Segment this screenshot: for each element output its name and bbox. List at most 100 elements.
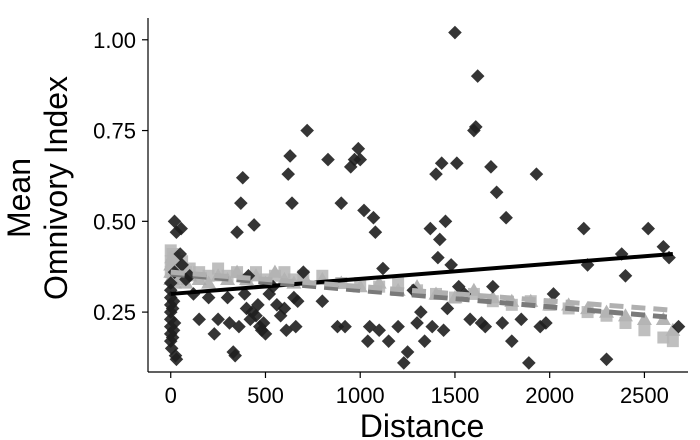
series-0-point-112: [499, 210, 513, 225]
series-0-point-57: [283, 149, 297, 163]
series-0-point-93: [434, 156, 449, 171]
x-tick-label-2: 1000: [336, 383, 385, 408]
series-0-point-109: [486, 279, 500, 294]
series-0-point-91: [431, 250, 445, 265]
x-tick-label-0: 0: [165, 383, 177, 408]
series-1-point-42: [636, 311, 652, 325]
series-0-point-22: [175, 258, 189, 272]
series-0-point-41: [243, 312, 258, 327]
series-0-point-99: [450, 156, 464, 171]
series-0-point-58: [285, 196, 299, 210]
series-0-point-80: [381, 334, 396, 348]
series-0-point-74: [360, 334, 375, 348]
series-0-point-17: [169, 352, 184, 367]
series-0-point-105: [470, 69, 485, 83]
series-0-point-60: [288, 319, 303, 334]
series-0-point-67: [334, 196, 349, 210]
x-tick-label-5: 2500: [620, 383, 669, 408]
series-2-point-25: [316, 269, 329, 282]
series-0-point-9: [164, 341, 179, 356]
x-tick-label-3: 1500: [430, 383, 479, 408]
series-0-point-14: [166, 294, 181, 308]
y-ticks: 0.25 0.50 0.75 1.00: [93, 28, 148, 325]
series-0-point-45: [251, 298, 265, 312]
series-2-point-33: [467, 287, 480, 300]
series-0-point-72: [353, 152, 368, 167]
series-0-point-116: [529, 167, 544, 181]
series-0-point-61: [290, 294, 305, 308]
series-0-point-100: [451, 279, 466, 294]
series-0-point-111: [495, 316, 510, 330]
series-0-point-118: [539, 316, 553, 330]
series-2-point-41: [619, 316, 632, 329]
series-0-point-7: [163, 283, 178, 298]
series-0-point-43: [247, 218, 261, 232]
series-0-point-33: [228, 348, 242, 363]
series-0-point-73: [357, 203, 371, 218]
series-0-point-37: [235, 170, 250, 185]
series-0-point-35: [232, 319, 246, 334]
series-0-point-29: [211, 312, 225, 327]
plot-area: [163, 25, 686, 370]
series-0-point-23: [182, 268, 197, 283]
series-0-point-90: [429, 167, 443, 181]
series-0-point-31: [222, 316, 237, 330]
series-0-point-88: [423, 221, 438, 236]
series-0-point-8: [163, 276, 178, 290]
series-0-point-48: [256, 316, 271, 330]
series-0-point-82: [396, 356, 411, 370]
series-0-point-71: [351, 141, 366, 156]
series-0-point-102: [463, 312, 477, 327]
series-0-point-120: [576, 221, 591, 236]
series-0-point-44: [249, 308, 263, 323]
series-0-point-12: [167, 316, 182, 330]
series-0-point-77: [368, 225, 383, 240]
series-0-point-86: [414, 305, 428, 319]
series-0-point-87: [417, 334, 432, 348]
series-0-point-96: [440, 301, 455, 316]
series-0-point-104: [468, 120, 483, 134]
series-0-point-42: [245, 305, 260, 319]
trend-line-2: [170, 269, 674, 313]
series-0-point-75: [362, 319, 377, 334]
series-0-point-21: [167, 214, 182, 229]
trend-line-1: [170, 271, 674, 321]
series-0-point-64: [315, 294, 330, 308]
series-0-point-52: [270, 298, 284, 312]
series-2-point-22: [278, 266, 291, 279]
x-tick-label-1: 500: [247, 383, 284, 408]
axes: 0 500 1000 1500 2000 2500 0.25 0.50 0.75 1.00: [93, 18, 688, 408]
series-0-point-36: [234, 196, 248, 210]
series-0-point-20: [174, 221, 188, 236]
series-2-point-29: [392, 277, 405, 290]
series-0-point-62: [296, 265, 311, 279]
series-2-point-42: [638, 324, 651, 337]
series-0-point-56: [281, 167, 296, 181]
series-0-point-98: [448, 25, 462, 40]
series-0-point-126: [656, 239, 671, 254]
series-0-point-114: [514, 312, 529, 327]
y-tick-label-0: 0.25: [93, 300, 136, 325]
series-0-point-94: [436, 323, 451, 338]
series-2-point-44: [666, 335, 679, 348]
y-tick-label-3: 1.00: [93, 28, 136, 53]
x-ticks: 0 500 1000 1500 2000 2500: [165, 372, 669, 408]
series-0-point-125: [641, 221, 656, 236]
series-0-point-124: [618, 268, 633, 283]
series-2-point-15: [212, 262, 225, 275]
series-0-point-76: [366, 210, 381, 225]
series-0-point-38: [237, 287, 252, 301]
y-tick-label-1: 0.50: [93, 209, 136, 234]
trend-line-0: [170, 252, 674, 296]
series-0-point-115: [522, 356, 536, 370]
y-axis-title-line-2: Omnivory Index: [38, 76, 74, 300]
series-1-point-14: [201, 275, 217, 289]
series-0-point-113: [504, 334, 519, 348]
series-0-point-79: [376, 261, 390, 276]
series-0-point-81: [391, 319, 405, 334]
series-0-point-26: [192, 312, 206, 327]
series-0-point-27: [201, 290, 216, 305]
series-0-point-28: [207, 327, 222, 341]
series-0-point-78: [372, 323, 386, 338]
